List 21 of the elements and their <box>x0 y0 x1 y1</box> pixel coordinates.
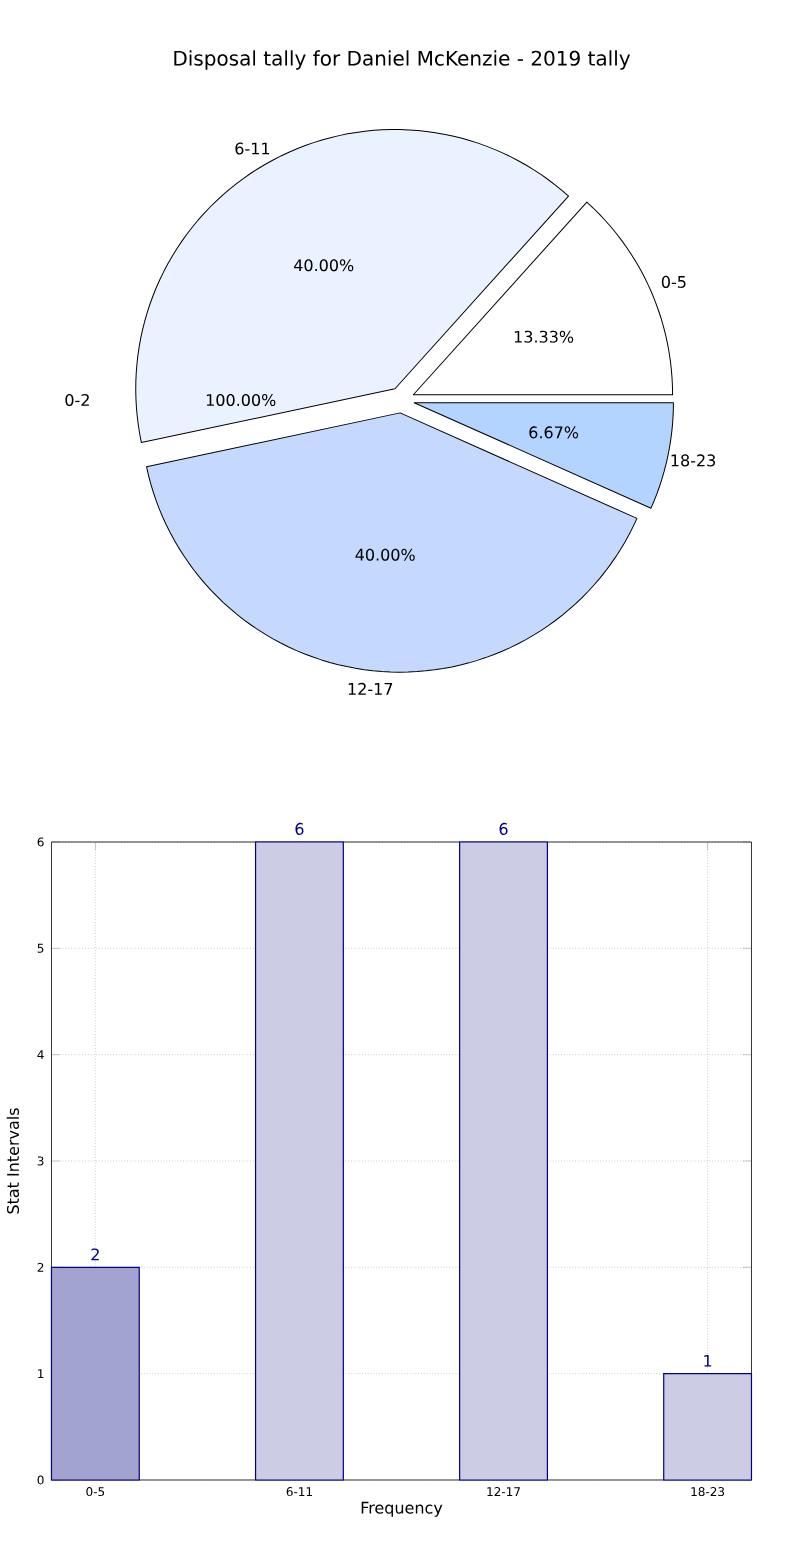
data-label: 6 <box>295 822 304 835</box>
data-label: 6.67% <box>529 426 579 439</box>
chart-title: Disposal tally for Daniel McKenzie - 2019 tally <box>174 50 631 70</box>
data-label: 13.33% <box>515 330 574 343</box>
bar <box>255 841 345 1481</box>
data-label: 1 <box>704 1354 712 1367</box>
bar <box>663 1373 753 1481</box>
data-label: 6 <box>499 822 508 835</box>
data-label: 40.00% <box>355 548 416 561</box>
slice-label: 0-5 <box>662 275 686 288</box>
y-axis-title: Stat Intervals <box>6 1108 20 1214</box>
text: 0-2 <box>65 393 90 407</box>
text: 100.00% <box>207 393 276 407</box>
bar <box>51 1266 141 1481</box>
slice-label: 18-23 <box>671 454 716 467</box>
x-axis-title: Frequency <box>361 1501 443 1517</box>
bar <box>459 841 549 1481</box>
data-label: 2 <box>91 1248 100 1261</box>
slice-label: 6-11 <box>235 142 270 155</box>
slice-label: 12-17 <box>349 682 393 695</box>
data-label: 40.00% <box>294 259 354 272</box>
